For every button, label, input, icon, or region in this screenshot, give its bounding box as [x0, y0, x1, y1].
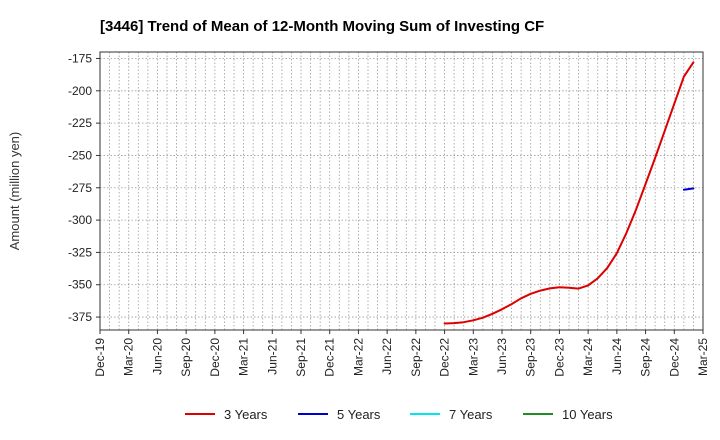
- legend-label: 10 Years: [562, 407, 613, 422]
- series-lines: [443, 61, 695, 325]
- gridlines: [100, 52, 703, 330]
- y-tick-label: -250: [68, 148, 92, 162]
- y-tick-label: -375: [68, 310, 92, 324]
- y-tick-label: -175: [68, 51, 92, 65]
- legend-label: 7 Years: [449, 407, 493, 422]
- x-tick-label: Jun-23: [495, 338, 509, 375]
- y-tick-label: -275: [68, 181, 92, 195]
- y-tick-label: -325: [68, 245, 92, 259]
- x-tick-label: Mar-24: [581, 338, 595, 376]
- y-tick-label: -225: [68, 116, 92, 130]
- x-tick-label: Dec-19: [93, 338, 107, 377]
- x-tick-label: Dec-23: [552, 338, 566, 377]
- x-axis: Dec-19 Mar-20 Jun-20 Sep-20 Dec-20 Mar-21 Jun-…: [93, 330, 710, 377]
- x-tick-label: Sep-20: [179, 338, 193, 377]
- y-axis: -175 -200 -225 -250 -275 -300 -325 -350 -375: [68, 51, 100, 324]
- x-tick-label: Jun-20: [150, 338, 164, 375]
- x-tick-label: Mar-23: [466, 338, 480, 376]
- x-tick-label: Sep-21: [294, 338, 308, 377]
- y-axis-label: Amount (million yen): [7, 132, 22, 251]
- legend: 3 Years 5 Years 7 Years 10 Years: [185, 407, 613, 422]
- x-tick-label: Dec-22: [438, 338, 452, 377]
- y-tick-label: -300: [68, 213, 92, 227]
- x-tick-label: Mar-21: [237, 338, 251, 376]
- series-line-5-years: [682, 187, 695, 191]
- x-tick-label: Dec-21: [323, 338, 337, 377]
- plot-frame: [99, 51, 704, 331]
- x-tick-label: Jun-21: [265, 338, 279, 375]
- series-line-3-years: [443, 61, 695, 325]
- x-tick-label: Jun-24: [610, 338, 624, 375]
- plot-area: [100, 52, 703, 330]
- y-tick-label: -200: [68, 84, 92, 98]
- x-tick-label: Sep-24: [639, 338, 653, 377]
- chart-title: [3446] Trend of Mean of 12-Month Moving …: [100, 18, 544, 35]
- x-tick-label: Jun-22: [380, 338, 394, 375]
- x-tick-label: Sep-23: [524, 338, 538, 377]
- y-tick-label: -350: [68, 278, 92, 292]
- x-tick-label: Dec-20: [208, 338, 222, 377]
- legend-label: 5 Years: [337, 407, 381, 422]
- x-tick-label: Sep-22: [409, 338, 423, 377]
- x-tick-label: Mar-20: [122, 338, 136, 376]
- x-tick-label: Dec-24: [667, 338, 681, 377]
- x-tick-label: Mar-22: [351, 338, 365, 376]
- x-tick-label: Mar-25: [696, 338, 710, 376]
- legend-label: 3 Years: [224, 407, 268, 422]
